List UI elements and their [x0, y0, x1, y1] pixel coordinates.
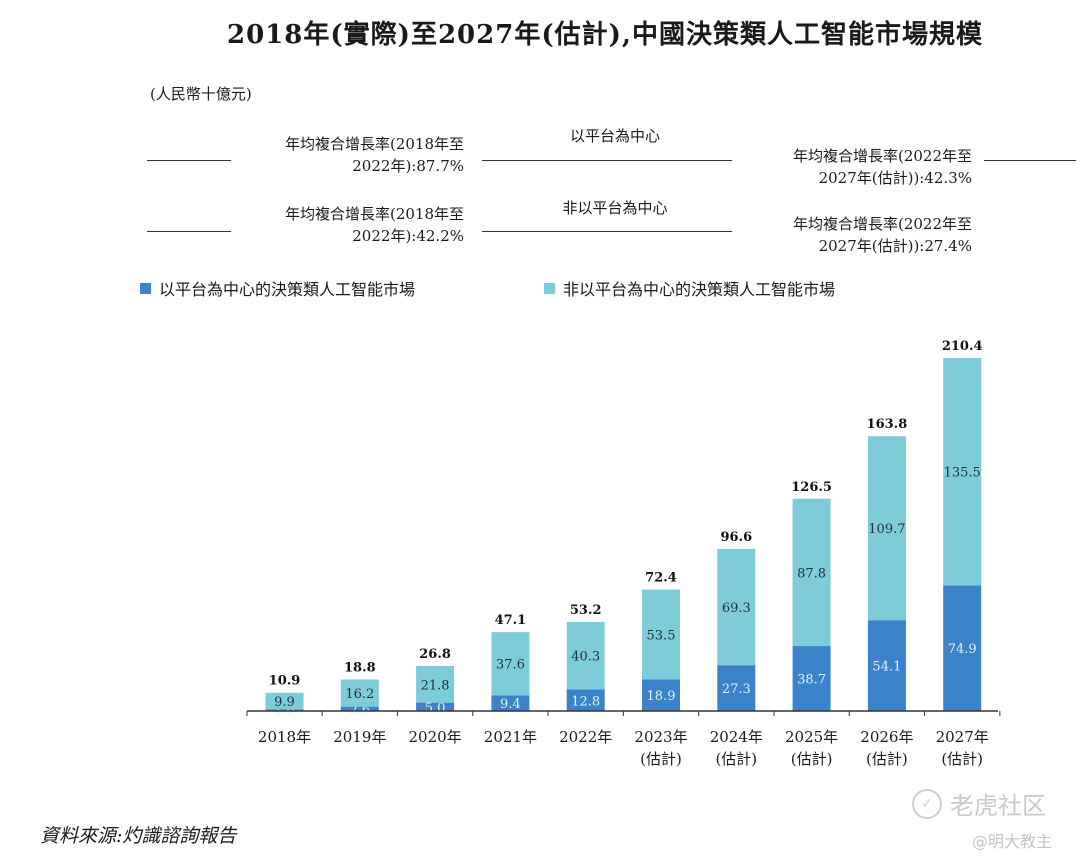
data-label-platform: 74.9 [948, 642, 977, 657]
cagr-rule-left-2 [147, 231, 231, 232]
legend-item-platform: 以平台為中心的決策類人工智能市場 [140, 276, 415, 300]
data-label-platform: 12.8 [571, 694, 600, 709]
bar-segment-platform [491, 695, 530, 711]
cagr-left-1-line1: 年均複合增長率(2018年至 [284, 135, 464, 153]
cagr-right-2-line2: 2027年(估計)):27.4% [818, 237, 972, 255]
data-label-platform: 9.4 [500, 697, 521, 712]
cagr-right-1-line1: 年均複合增長率(2022年至 [792, 147, 972, 165]
cagr-left-1: 年均複合增長率(2018年至 2022年):87.7% [236, 133, 464, 177]
data-label-non-platform: 135.5 [944, 466, 981, 481]
cagr-left-2-line2: 2022年):42.2% [352, 227, 464, 245]
total-label: 26.8 [419, 647, 451, 662]
bar-segment-platform [416, 702, 455, 711]
total-label: 47.1 [495, 613, 527, 628]
bar-segment-non-platform [566, 621, 605, 690]
bar-segment-non-platform [416, 666, 455, 703]
x-tick-label: (估計) [791, 750, 833, 768]
bar-segment-platform [867, 620, 906, 711]
chart-title: 2018年(實際)至2027年(估計),中國決策類人工智能市場規模 [227, 20, 983, 50]
cagr-left-2: 年均複合增長率(2018年至 2022年):42.2% [236, 203, 464, 247]
bar-segment-platform [265, 709, 304, 711]
data-label-non-platform: 9.9 [274, 695, 295, 710]
data-label-non-platform: 37.6 [496, 658, 525, 673]
data-label-non-platform: 87.8 [797, 566, 826, 581]
cagr-left-1-line2: 2022年):87.7% [352, 157, 464, 175]
data-label-platform: 54.1 [872, 660, 901, 675]
total-label: 18.8 [344, 660, 376, 675]
watermark-brand: ✓ 老虎社区 [912, 786, 1046, 821]
data-label-non-platform: 16.2 [345, 687, 374, 702]
bar-segment-platform [566, 689, 605, 711]
bar-segment-non-platform [340, 679, 379, 707]
data-label-platform: 18.9 [647, 689, 676, 704]
bar-segment-non-platform [867, 436, 906, 621]
legend-label-platform: 以平台為中心的決策類人工智能市場 [159, 280, 416, 299]
data-label-platform: 27.3 [722, 682, 751, 697]
x-tick-label: 2024年 [710, 728, 763, 746]
x-tick-label: 2023年 [634, 728, 687, 746]
segment-label-2: 非以平台為中心 [562, 199, 668, 217]
cagr-right-1-line2: 2027年(估計)):42.3% [818, 169, 972, 187]
x-tick-label: (估計) [715, 750, 757, 768]
x-tick-label: 2021年 [484, 728, 537, 746]
watermark-handle: @明大教主 [972, 832, 1053, 851]
total-label: 72.4 [645, 571, 677, 586]
bar-segment-non-platform [717, 548, 756, 666]
cagr-rule-mid-1 [482, 160, 732, 161]
data-label-non-platform: 40.3 [571, 650, 600, 665]
legend-item-non-platform: 非以平台為中心的決策類人工智能市場 [544, 276, 835, 300]
total-label: 210.4 [942, 339, 983, 354]
unit-label: (人民幣十億元) [150, 85, 252, 103]
bar-segment-non-platform [792, 498, 831, 647]
x-tick-label: 2025年 [785, 728, 838, 746]
x-tick-label: (估計) [866, 750, 908, 768]
legend-swatch-non-platform [544, 282, 555, 294]
bar-segment-non-platform [943, 358, 982, 586]
total-label: 96.6 [720, 530, 752, 545]
bar-segment-non-platform [265, 692, 304, 710]
cagr-left-2-line1: 年均複合增長率(2018年至 [284, 205, 464, 223]
bar-segment-platform [717, 665, 756, 711]
watermark-brand-text: 老虎社区 [950, 792, 1046, 820]
cagr-rule-left-1 [147, 160, 231, 161]
x-tick-label: (估計) [640, 750, 682, 768]
segment-label-1: 以平台為中心 [569, 127, 660, 145]
legend-swatch-platform [140, 282, 151, 294]
total-label: 126.5 [791, 480, 832, 495]
cagr-right-2: 年均複合增長率(2022年至 2027年(估計)):27.4% [740, 213, 972, 257]
total-label: 163.8 [867, 417, 908, 432]
legend-label-non-platform: 非以平台為中心的決策類人工智能市場 [563, 280, 836, 299]
bar-segment-platform [340, 706, 379, 711]
data-label-non-platform: 53.5 [647, 628, 676, 643]
data-label-platform: 5.0 [425, 701, 446, 716]
data-label-non-platform: 69.3 [722, 601, 751, 616]
bar-segment-platform [642, 679, 680, 711]
bar-segment-platform [792, 646, 831, 711]
watermark-logo-icon: ✓ [912, 788, 942, 819]
x-tick-label: 2019年 [333, 728, 386, 746]
cagr-rule-right-1 [984, 160, 1076, 161]
data-label-platform: 38.7 [797, 673, 826, 688]
bar-segment-non-platform [491, 632, 530, 696]
data-label-non-platform: 109.7 [868, 522, 905, 537]
source-note: 資料來源:灼識諮詢報告 [40, 825, 237, 847]
bar-segment-non-platform [642, 589, 680, 680]
cagr-right-1: 年均複合增長率(2022年至 2027年(估計)):42.3% [740, 145, 972, 189]
cagr-rule-mid-2 [482, 231, 732, 232]
data-label-non-platform: 21.8 [421, 678, 450, 693]
bar-segment-platform [943, 585, 982, 711]
x-tick-label: 2027年 [936, 728, 989, 746]
x-tick-label: 2022年 [559, 728, 612, 746]
x-tick-label: 2026年 [860, 728, 913, 746]
cagr-right-2-line1: 年均複合增長率(2022年至 [792, 215, 972, 233]
total-label: 10.9 [269, 674, 301, 689]
x-tick-label: 2018年 [258, 728, 311, 746]
total-label: 53.2 [570, 603, 602, 618]
x-tick-label: (估計) [941, 750, 983, 768]
x-tick-label: 2020年 [409, 728, 462, 746]
